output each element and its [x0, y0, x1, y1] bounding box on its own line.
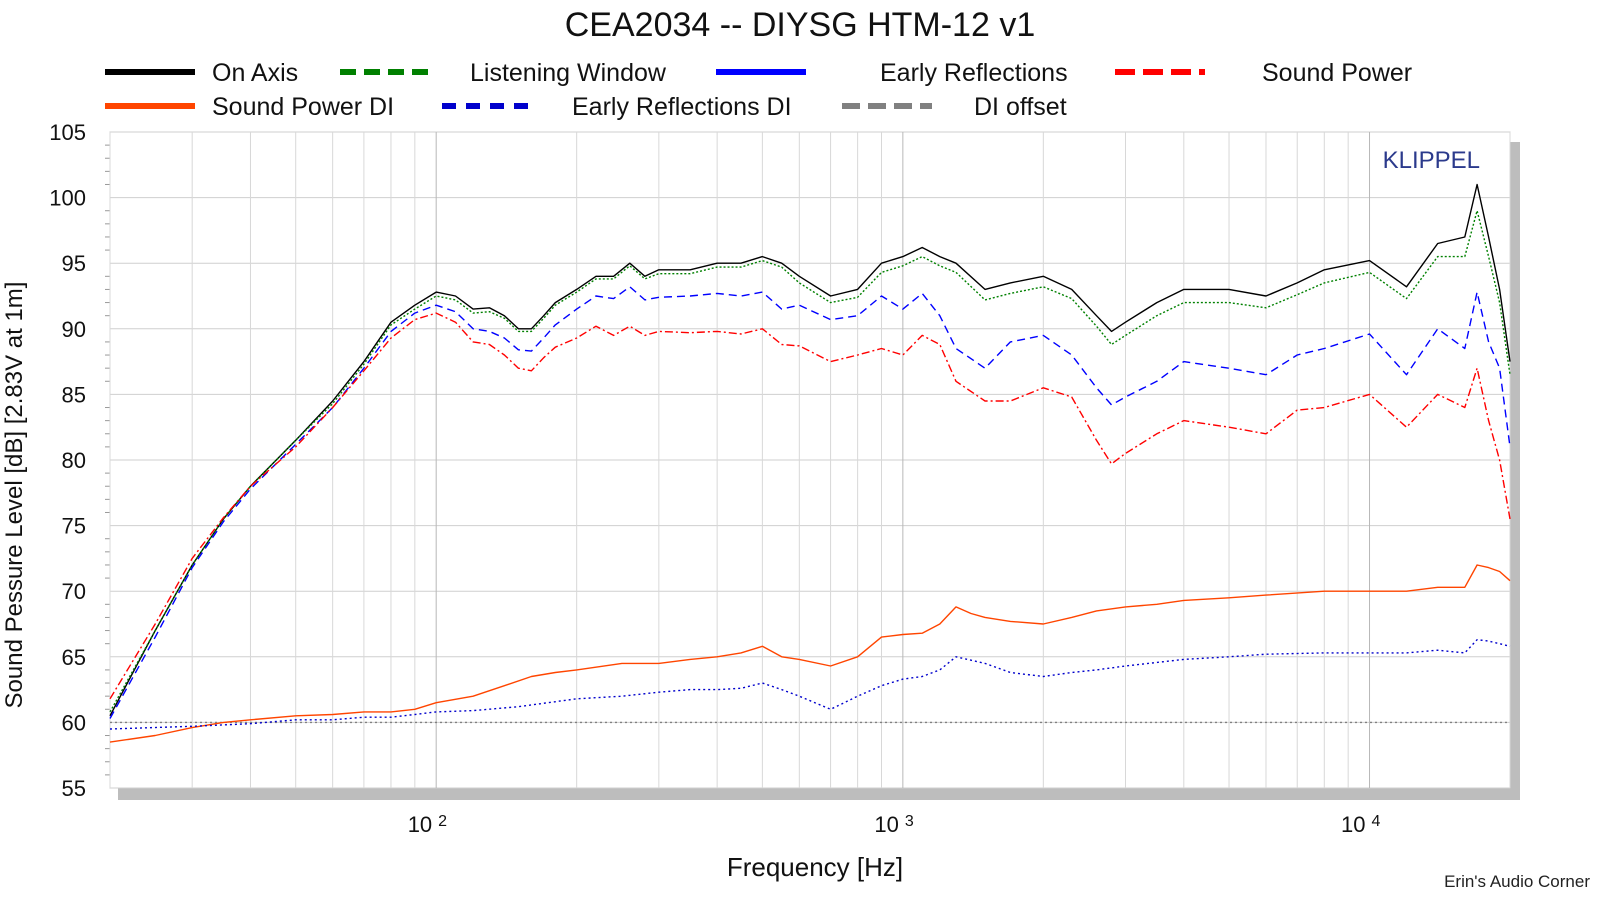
grid [105, 131, 1511, 789]
legend: On Axis Listening Window Early Reflections… [105, 59, 1412, 121]
x-tick-label: 10 [874, 812, 898, 837]
x-tick-label: 10 [1341, 812, 1365, 837]
legend-label-early-reflections-di: Early Reflections DI [572, 93, 792, 121]
y-tick-label: 105 [49, 120, 86, 145]
x-tick-label: 10 [408, 812, 432, 837]
y-tick-label: 80 [62, 448, 86, 473]
y-tick-label: 55 [62, 776, 86, 801]
series-listening-window [109, 210, 1511, 713]
y-tick-label: 85 [62, 382, 86, 407]
y-axis-label: Sound Pessure Level [dB] [2.83V at 1m] [1, 282, 28, 709]
x-tick-exponent: 3 [905, 813, 914, 830]
y-tick-label: 90 [62, 317, 86, 342]
legend-label-sound-power: Sound Power [1262, 59, 1412, 87]
legend-label-on-axis: On Axis [212, 59, 298, 87]
y-tick-label: 70 [62, 579, 86, 604]
legend-label-di-offset: DI offset [974, 93, 1067, 121]
y-tick-label: 95 [62, 251, 86, 276]
x-tick-exponent: 4 [1372, 813, 1381, 830]
series-early-reflections [109, 286, 1511, 719]
legend-label-listening-window: Listening Window [470, 59, 667, 87]
y-tick-label: 60 [62, 710, 86, 735]
series-sound-power-di [109, 564, 1511, 743]
x-tick-exponent: 2 [438, 813, 447, 830]
series-on-axis [109, 183, 1511, 717]
x-axis-label: Frequency [Hz] [727, 852, 903, 882]
klippel-watermark: KLIPPEL [1383, 147, 1480, 174]
y-tick-label: 100 [49, 186, 86, 211]
credit-text: Erin's Audio Corner [1444, 872, 1590, 891]
y-tick-label: 75 [62, 514, 86, 539]
chart-title: CEA2034 -- DIYSG HTM-12 v1 [565, 6, 1035, 44]
legend-label-sound-power-di: Sound Power DI [212, 93, 394, 121]
plot-area: 55 60 65 70 75 80 85 90 95 100 105 10 2 10 3 10 4 [49, 120, 1520, 837]
legend-label-early-reflections: Early Reflections [880, 59, 1068, 87]
y-tick-label: 65 [62, 645, 86, 670]
series-sound-power [109, 312, 1511, 700]
